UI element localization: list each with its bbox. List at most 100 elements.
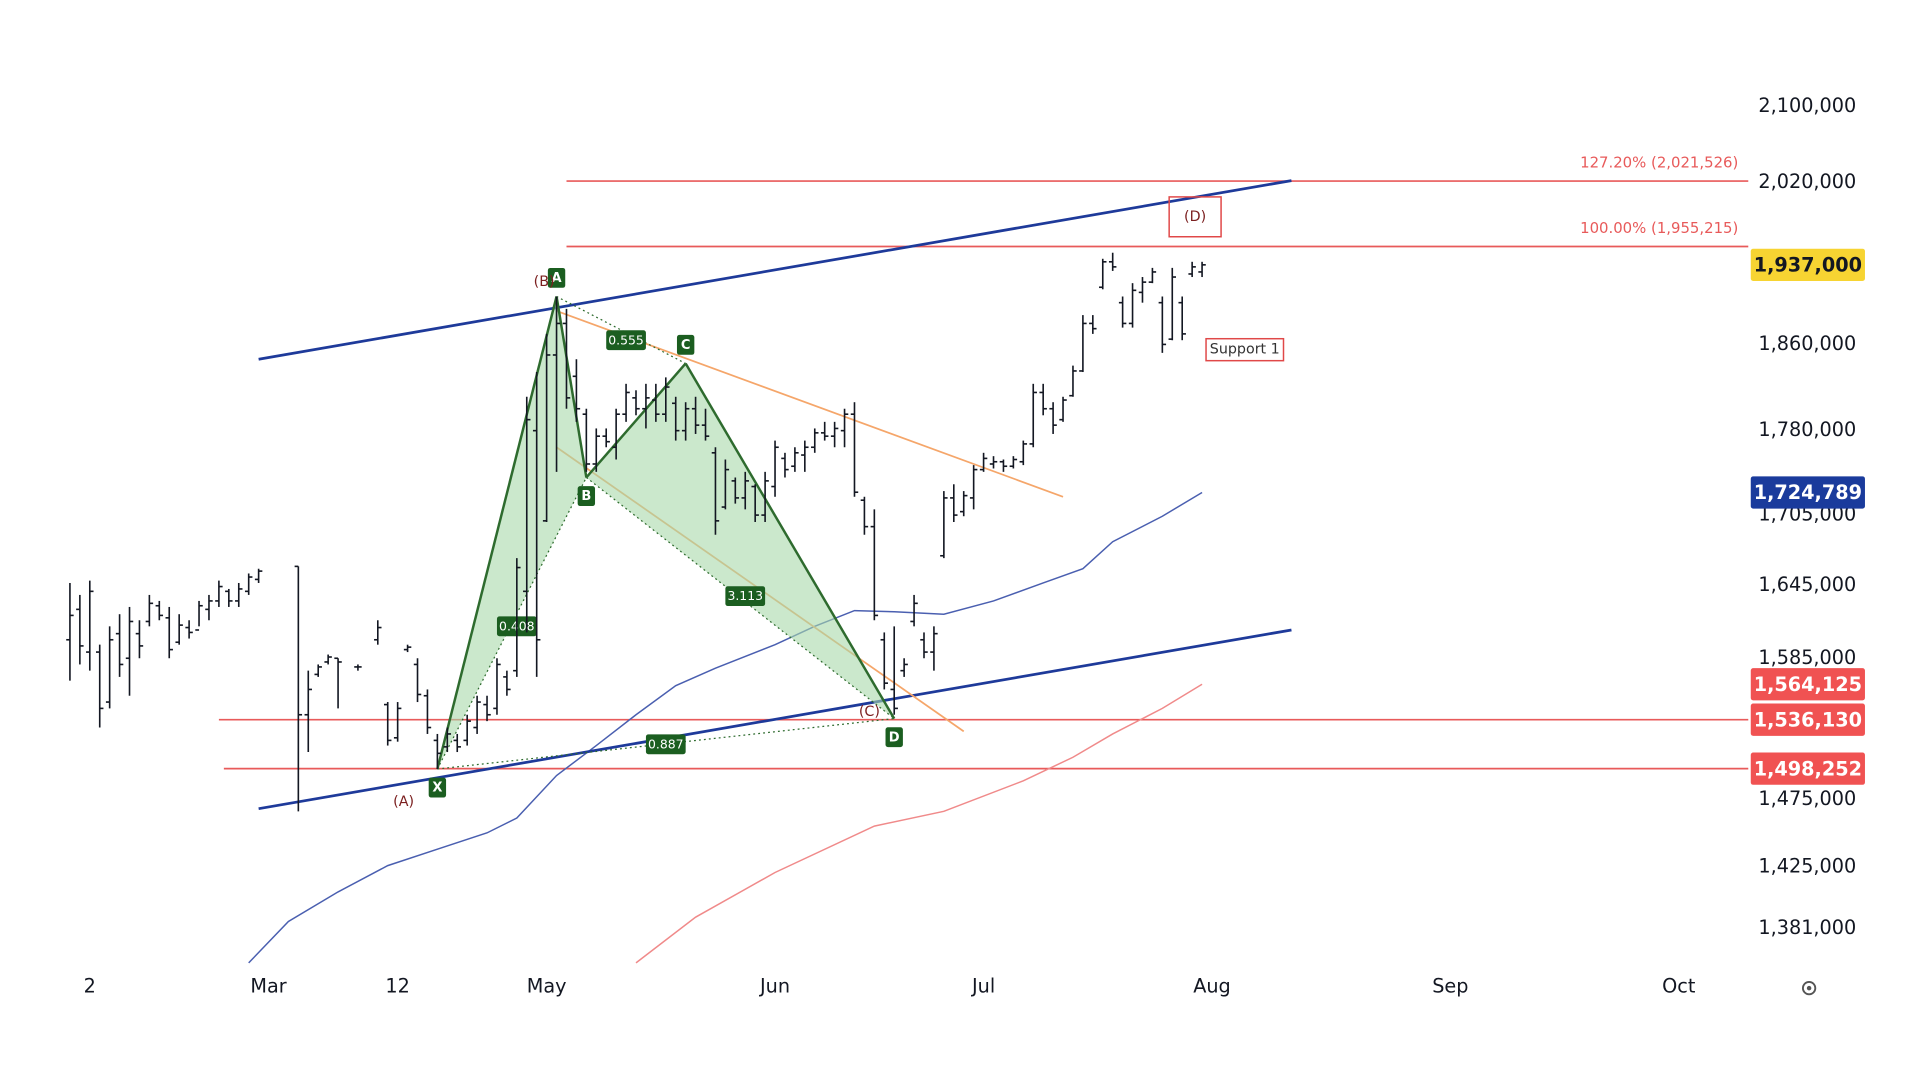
- price-bar: [840, 408, 849, 448]
- price-badge-label: 1,536,130: [1754, 708, 1862, 731]
- annotation-box: [1205, 337, 1285, 362]
- price-bar: [413, 658, 422, 703]
- price-bar: [830, 421, 839, 448]
- pattern-triangle: [437, 296, 587, 769]
- annotations: (A) (B) (C) (D) Support 1: [393, 196, 1285, 810]
- price-bar: [701, 408, 710, 441]
- x-tick-label: Aug: [1193, 974, 1231, 997]
- y-tick-label: 1,645,000: [1758, 573, 1856, 596]
- price-bar: [244, 573, 253, 595]
- price-bar: [125, 606, 134, 696]
- price-bar: [1039, 383, 1047, 416]
- settings-icon-ring[interactable]: [1801, 981, 1817, 996]
- price-bar: [751, 484, 759, 523]
- price-bar: [711, 447, 720, 535]
- pattern-leg: [684, 362, 896, 720]
- price-bar: [235, 582, 243, 607]
- price-bar: [900, 658, 908, 677]
- price-bar: [781, 452, 789, 478]
- price-bar: [950, 484, 958, 523]
- pattern-point-box: [885, 727, 903, 748]
- price-bar: [1099, 258, 1107, 290]
- y-tick-label: 1,860,000: [1758, 332, 1856, 355]
- annotation: (A): [393, 794, 414, 810]
- price-bar: [473, 695, 481, 734]
- x-tick-label: Jul: [971, 974, 995, 997]
- price-bar: [672, 396, 680, 441]
- x-tick-label: May: [527, 974, 567, 997]
- annotation: (B): [534, 274, 555, 290]
- price-bar: [632, 390, 640, 416]
- x-tick-label: Mar: [250, 974, 286, 997]
- ratio-label: 3.113: [727, 588, 763, 603]
- price-bar: [622, 383, 630, 422]
- level-label: 100.00% (1,955,215): [1580, 219, 1738, 237]
- price-bar: [334, 657, 342, 709]
- price-bar: [175, 614, 183, 645]
- price-bar: [86, 580, 94, 671]
- ratio-box: [725, 586, 766, 607]
- price-bar: [1069, 365, 1077, 397]
- price-bar: [572, 359, 581, 422]
- price-bar: [185, 620, 193, 639]
- levels: 127.20% (2,021,526) 100.00% (1,955,215): [218, 154, 1749, 770]
- price-bar: [205, 594, 213, 621]
- pattern-point-box: [676, 334, 695, 355]
- price-bar: [443, 727, 452, 753]
- price-bar: [453, 733, 461, 753]
- ratio-box: [606, 330, 646, 351]
- price-bar: [105, 626, 114, 709]
- price-bar: [979, 452, 988, 472]
- y-tick-label: 1,780,000: [1758, 418, 1856, 441]
- pattern-point-label: B: [581, 489, 591, 504]
- price-bar: [741, 471, 749, 510]
- price-bar: [503, 670, 511, 696]
- price-bar: [115, 614, 124, 677]
- moving-average: [635, 683, 1203, 964]
- y-tick-label: 1,475,000: [1758, 787, 1856, 810]
- price-bar: [612, 408, 620, 460]
- settings-icon-dot[interactable]: [1806, 985, 1812, 991]
- price-bar: [691, 396, 700, 434]
- price-bar: [940, 491, 948, 559]
- price-bars: [66, 252, 1206, 812]
- trend-line: [258, 179, 1292, 361]
- price-bar: [195, 600, 203, 631]
- price-bar: [642, 383, 650, 429]
- annotation-box: [1168, 196, 1222, 238]
- price-bar: [681, 402, 690, 441]
- price-bar: [1118, 296, 1127, 328]
- price-bar: [433, 733, 442, 769]
- pattern-leg: [555, 296, 588, 478]
- price-bar: [1079, 315, 1087, 373]
- price-bar: [969, 465, 978, 510]
- price-bar: [66, 582, 74, 681]
- price-bar: [254, 568, 263, 583]
- price-bar: [582, 408, 591, 472]
- price-bar: [820, 421, 829, 441]
- price-bar: [870, 509, 879, 621]
- price-bar: [155, 600, 164, 621]
- price-bar: [1059, 396, 1067, 422]
- pattern-point-label: C: [681, 338, 691, 353]
- price-bar: [1019, 440, 1028, 466]
- price-bar: [721, 459, 730, 510]
- price-badge-label: 1,498,252: [1754, 757, 1862, 780]
- x-tick-label: 12: [385, 974, 409, 997]
- pattern-point-label: X: [432, 781, 442, 796]
- price-bar: [384, 702, 392, 746]
- price-bar: [771, 440, 779, 497]
- price-bar: [1198, 261, 1206, 278]
- price-bar: [602, 428, 610, 448]
- ratio-label: 0.887: [648, 736, 684, 751]
- settings-icon[interactable]: [1801, 981, 1817, 996]
- price-bar: [1108, 252, 1117, 271]
- level-label: 127.20% (2,021,526): [1580, 154, 1738, 172]
- price-bar: [1009, 456, 1018, 469]
- price-badges: 1,937,000 1,724,789 1,564,125 1,536,130 1,49…: [1750, 248, 1865, 785]
- price-bar: [135, 620, 144, 659]
- price-bar: [562, 308, 571, 409]
